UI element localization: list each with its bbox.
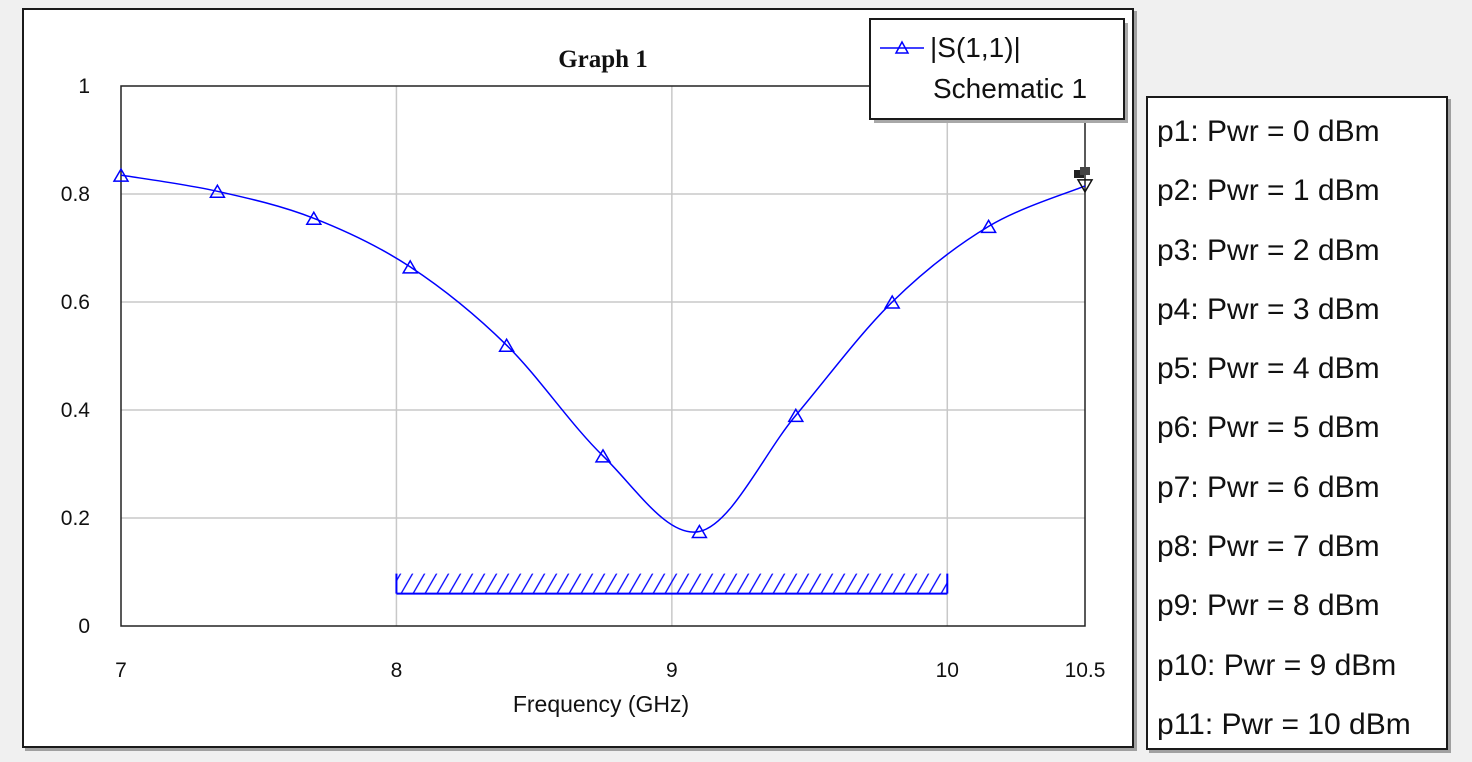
data-point-marker <box>883 294 901 309</box>
parameter-item: p3: Pwr = 2 dBm <box>1157 233 1380 267</box>
parameter-panel: p1: Pwr = 0 dBm p2: Pwr = 1 dBm p3: Pwr = … <box>1146 96 1448 750</box>
parameter-item: p1: Pwr = 0 dBm <box>1157 115 1380 148</box>
parameter-item: p11: Pwr = 10 dBm <box>1157 707 1411 741</box>
data-point-marker <box>305 210 323 226</box>
marker-handle[interactable] <box>1074 167 1090 178</box>
x-tick-label: 10 <box>936 659 959 682</box>
data-point-marker <box>787 407 805 423</box>
marker-handle-icon[interactable] <box>1074 170 1084 178</box>
goal-region <box>395 573 949 595</box>
x-tick-label: 9 <box>666 659 678 682</box>
data-point-marker <box>1076 179 1094 194</box>
data-point-marker <box>980 218 997 234</box>
parameter-item: p5: Pwr = 4 dBm <box>1157 352 1380 386</box>
parameter-item: p6: Pwr = 5 dBm <box>1157 411 1380 445</box>
y-tick-label: 1 <box>78 75 90 98</box>
y-tick-label: 0.6 <box>61 291 90 314</box>
parameter-item: p4: Pwr = 3 dBm <box>1157 292 1380 326</box>
grid-lines <box>121 86 1085 626</box>
data-point-marker <box>594 448 612 463</box>
data-point-marker <box>112 167 130 182</box>
marker-layer <box>112 167 1094 539</box>
legend-triangle-icon <box>894 40 910 54</box>
graph-panel: 7 8 9 10 10.5 0 0.2 0.4 0.6 0.8 1 Graph 1 Frequenc… <box>22 8 1134 748</box>
chart-title: Graph 1 <box>558 46 648 73</box>
y-tick-label: 0.8 <box>61 183 90 206</box>
parameter-item: p2: Pwr = 1 dBm <box>1157 174 1380 208</box>
x-tick-label: 10.5 <box>1065 659 1106 682</box>
legend-box <box>869 18 1125 120</box>
data-point-marker <box>209 183 226 199</box>
series-line <box>120 174 1086 533</box>
legend-series-source: Schematic 1 <box>933 73 1087 104</box>
series-layer <box>120 174 1086 533</box>
chart: 7 8 9 10 10.5 0 0.2 0.4 0.6 0.8 1 Graph 1 Frequenc… <box>61 18 1128 717</box>
y-tick-label: 0.2 <box>61 507 90 530</box>
y-tick-label: 0 <box>78 615 90 638</box>
parameter-item: p10: Pwr = 9 dBm <box>1157 648 1397 682</box>
marker-handle-icon-2[interactable] <box>1080 167 1090 175</box>
parameter-item: p9: Pwr = 8 dBm <box>1157 589 1380 623</box>
x-tick-label: 7 <box>115 659 127 682</box>
legend: |S(1,1)| Schematic 1 <box>869 18 1128 123</box>
parameter-item: p7: Pwr = 6 dBm <box>1157 470 1380 504</box>
y-tick-label: 0.4 <box>61 399 91 422</box>
plot-area <box>120 85 1086 627</box>
parameter-item: p8: Pwr = 7 dBm <box>1157 530 1380 564</box>
x-axis-label: Frequency (GHz) <box>513 691 689 717</box>
data-point-marker <box>401 259 419 274</box>
parameter-list: p1: Pwr = 0 dBm p2: Pwr = 1 dBm p3: Pwr = … <box>1157 102 1446 754</box>
legend-series-name: |S(1,1)| <box>930 32 1021 63</box>
data-point-marker <box>691 524 708 539</box>
x-tick-label: 8 <box>391 659 403 682</box>
goal-hatch <box>396 573 948 594</box>
data-point-marker <box>498 337 515 352</box>
tick-labels: 7 8 9 10 10.5 0 0.2 0.4 0.6 0.8 1 <box>61 75 1106 682</box>
